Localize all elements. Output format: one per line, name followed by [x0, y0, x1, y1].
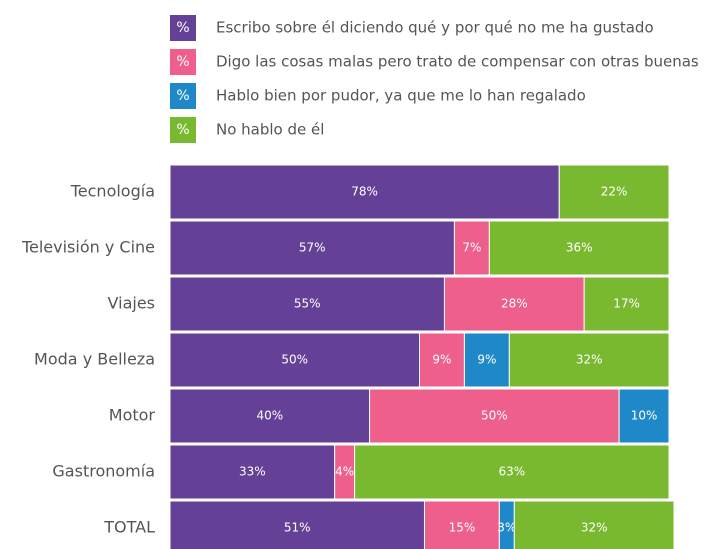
legend-symbol: % [176, 20, 189, 36]
legend-label: No hablo de él [216, 121, 324, 139]
data-label: 50% [481, 409, 508, 423]
data-label: 17% [613, 297, 640, 311]
bar-segment [423, 500, 500, 549]
data-label: 63% [498, 465, 525, 479]
data-label: 57% [299, 241, 326, 255]
legend-label: Escribo sobre él diciendo qué y por qué … [216, 19, 654, 37]
legend-label: Hablo bien por pudor, ya que me lo han r… [216, 87, 586, 105]
data-label: 36% [566, 241, 593, 255]
bar-segment [618, 388, 670, 444]
data-label: 32% [576, 353, 603, 367]
category-label: Moda y Belleza [34, 350, 155, 369]
legend-symbol: % [176, 88, 189, 104]
data-label: 15% [449, 521, 476, 535]
data-label: 22% [601, 185, 628, 199]
bar-segment [488, 220, 670, 276]
bar-segment [558, 164, 670, 220]
bar-segment [369, 388, 620, 444]
bar-segment [453, 220, 490, 276]
data-label: 28% [501, 297, 528, 311]
category-label: Gastronomía [52, 462, 155, 481]
legend-swatch [170, 49, 196, 75]
data-label: 40% [256, 409, 283, 423]
bar-segment [169, 220, 455, 276]
data-label: 55% [294, 297, 321, 311]
bar-segment [419, 332, 465, 388]
data-label: 78% [351, 185, 378, 199]
data-label: 9% [477, 353, 496, 367]
legend-swatch [170, 117, 196, 143]
bar-segment [508, 332, 670, 388]
bar-segment [443, 276, 585, 332]
bar-segment [169, 444, 336, 500]
bar-segment [354, 444, 670, 500]
bar-segment [169, 500, 425, 549]
data-label: 9% [432, 353, 451, 367]
category-label: TOTAL [103, 518, 155, 537]
data-label: 7% [462, 241, 481, 255]
bar-segment [583, 276, 670, 332]
data-label: 50% [281, 353, 308, 367]
category-label: Televisión y Cine [21, 238, 155, 257]
data-label: 32% [581, 521, 608, 535]
bar-segment [169, 164, 560, 220]
data-label: 33% [239, 465, 266, 479]
legend-symbol: % [176, 122, 189, 138]
data-label: 4% [335, 465, 354, 479]
category-label: Motor [109, 406, 156, 425]
data-label: 10% [631, 409, 658, 423]
category-label: Tecnología [70, 182, 155, 201]
legend-swatch [170, 15, 196, 41]
bar-segment [463, 332, 510, 388]
category-label: Viajes [108, 294, 155, 313]
bar-segment [513, 500, 675, 549]
bar-segment [169, 332, 420, 388]
legend-swatch [170, 83, 196, 109]
bar-segment [169, 388, 371, 444]
legend-label: Digo las cosas malas pero trato de compe… [216, 53, 699, 71]
data-label: 3% [497, 521, 516, 535]
bar-segment [169, 276, 445, 332]
data-label: 51% [284, 521, 311, 535]
legend-symbol: % [176, 54, 189, 70]
